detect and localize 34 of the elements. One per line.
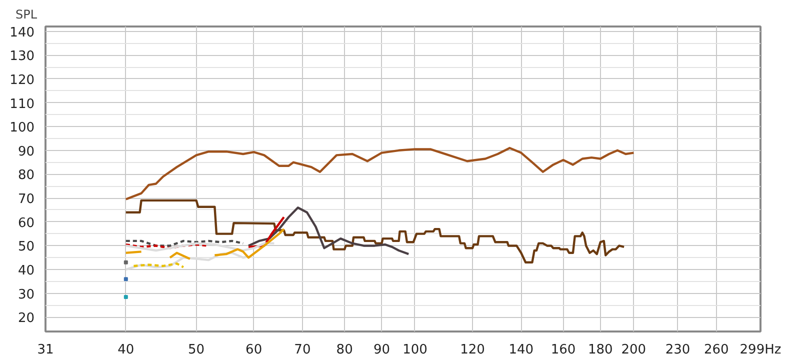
x-tick-label: 31	[37, 342, 54, 358]
x-tick-label: 140	[508, 342, 534, 358]
x-tick-label: 90	[373, 342, 390, 358]
x-tick-label: 230	[665, 342, 690, 358]
y-tick-label: 90	[18, 144, 35, 160]
x-tick-label: 299Hz	[740, 342, 782, 358]
y-tick-label: 40	[18, 264, 35, 279]
y-tick-label: 30	[18, 287, 35, 302]
y-tick-label: 60	[18, 216, 35, 231]
point	[124, 260, 128, 264]
x-tick-label: 200	[621, 342, 646, 358]
x-tick-label: 100	[402, 342, 428, 358]
x-tick-label: 40	[118, 342, 134, 358]
x-tick-label: 80	[336, 342, 353, 358]
y-tick-label: 50	[18, 240, 35, 255]
x-tick-label: 180	[588, 342, 613, 358]
y-tick-label: 80	[18, 168, 35, 184]
x-tick-label: 160	[550, 342, 576, 358]
y-axis-title: SPL	[16, 8, 38, 22]
y-tick-label: 130	[10, 49, 35, 64]
point	[124, 277, 128, 282]
point	[124, 294, 128, 299]
x-tick-label: 120	[460, 342, 485, 358]
line-series	[247, 216, 285, 248]
y-tick-label: 70	[18, 192, 35, 208]
x-tick-label: 60	[246, 342, 262, 358]
x-tick-label: 70	[294, 342, 311, 358]
y-tick-label: 110	[10, 96, 35, 112]
y-tick-label: 100	[10, 120, 35, 136]
x-tick-label: 50	[188, 342, 205, 358]
y-tick-label: 20	[18, 311, 35, 326]
x-tick-label: 260	[704, 342, 729, 358]
y-tick-label: 120	[10, 72, 35, 88]
y-tick-label: 140	[10, 25, 35, 40]
